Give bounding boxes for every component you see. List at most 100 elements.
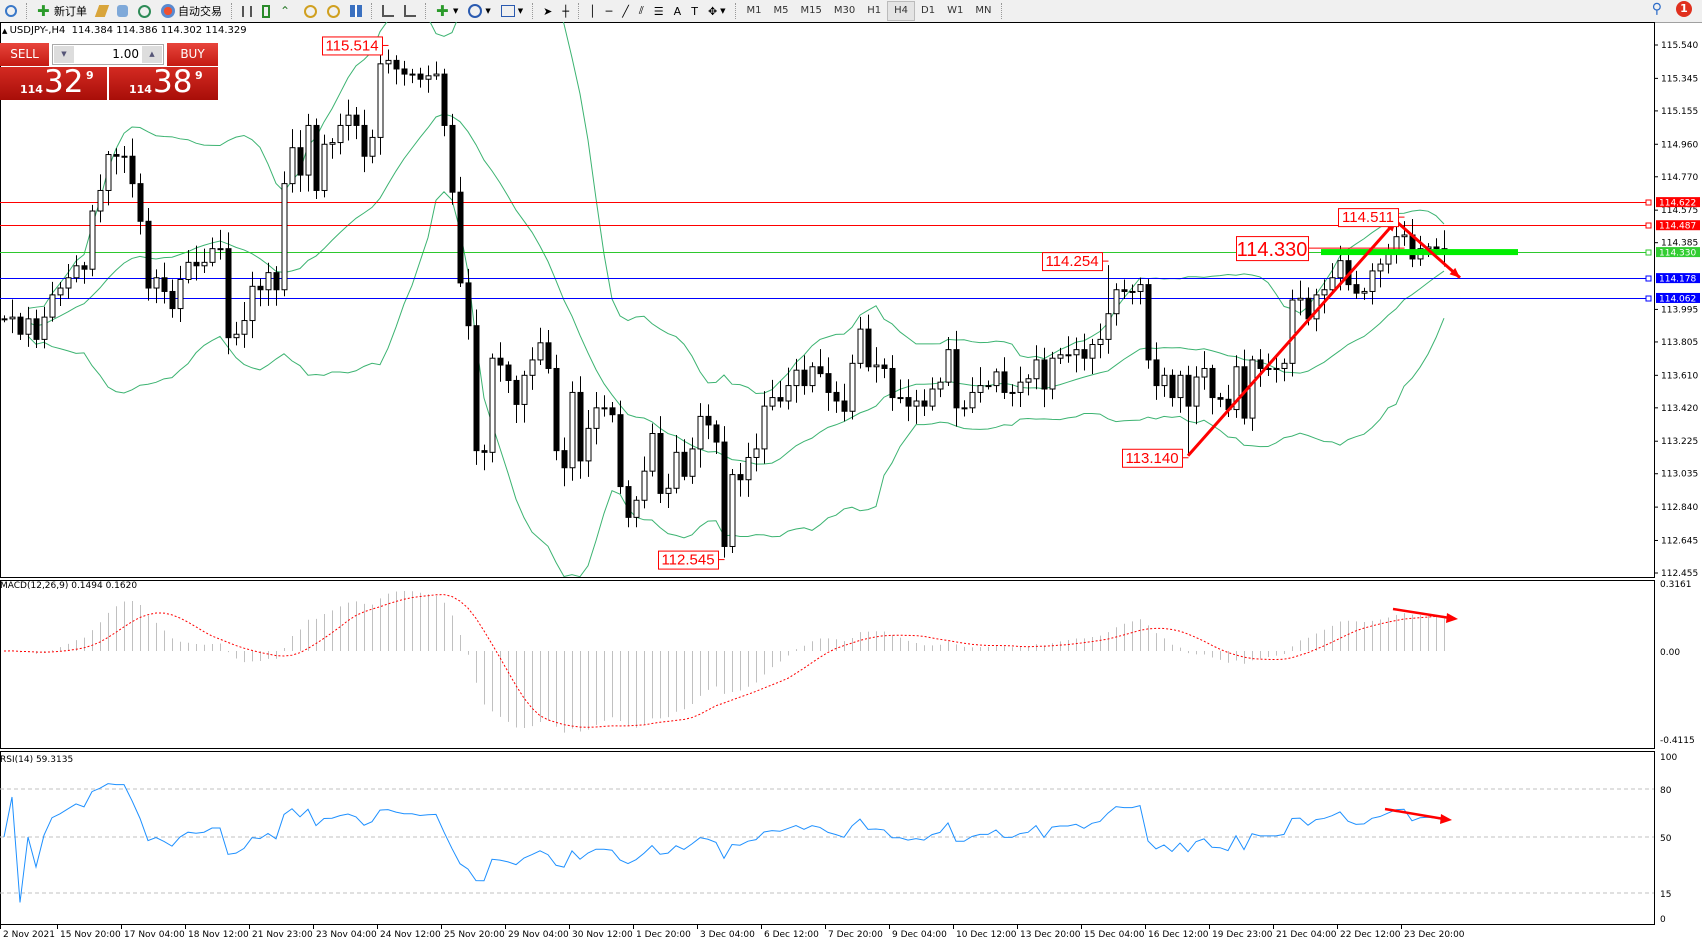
candle-bullish <box>1057 354 1064 359</box>
candle-bullish <box>233 333 240 339</box>
new-order-button[interactable]: ✚ 新订单 <box>32 1 92 21</box>
price-label-box <box>322 36 383 56</box>
mailbox-button[interactable] <box>112 1 133 21</box>
lot-decrease-icon[interactable]: ▼ <box>54 46 74 63</box>
lot-size-value[interactable]: 1.00 <box>112 47 139 61</box>
vertical-line-icon: │ <box>589 4 596 18</box>
candle-bearish <box>705 415 712 426</box>
buy-button[interactable]: BUY <box>167 43 218 66</box>
toolbar-separator <box>371 3 373 19</box>
timeframe-mn[interactable]: MN <box>975 5 992 16</box>
vertical-line-tool[interactable]: │ <box>584 1 601 21</box>
notification-badge[interactable]: 1 <box>1676 1 1692 17</box>
candlestick-button[interactable] <box>257 1 275 21</box>
candle-bearish <box>817 366 824 375</box>
price-label: 115.514 <box>325 37 378 54</box>
line-handle <box>1645 295 1652 302</box>
zoom-in-button[interactable] <box>299 1 322 21</box>
indicators-button[interactable]: ✚ ▼ <box>431 1 463 21</box>
price-tag: 114.487 <box>1659 222 1696 232</box>
cursor-tool[interactable]: ➤ <box>538 1 557 21</box>
magnifier-icon <box>5 5 17 17</box>
chart-shift-button[interactable] <box>399 1 421 21</box>
candle-bullish <box>329 142 336 145</box>
zoom-tool-button[interactable] <box>0 1 22 21</box>
bar-chart-button[interactable] <box>237 1 257 21</box>
toolbar-separator <box>734 3 737 19</box>
candle-bullish <box>521 374 528 405</box>
candle-bullish <box>249 285 256 322</box>
text-label-icon: T <box>691 4 698 18</box>
candle-bullish <box>433 73 440 77</box>
sell-price[interactable]: 114 32 9 <box>0 64 107 100</box>
candle-bullish <box>377 63 384 138</box>
signal-icon <box>138 4 151 18</box>
lot-increase-icon[interactable]: ▲ <box>142 46 162 63</box>
candle-bullish <box>849 362 856 412</box>
price-label-box <box>1042 252 1103 272</box>
candle-bearish <box>1209 367 1216 399</box>
line-chart-button[interactable]: ⌃ <box>275 1 299 21</box>
timeframe-w1[interactable]: W1 <box>947 5 964 16</box>
timeframe-m5[interactable]: M5 <box>773 5 789 16</box>
line-handle <box>1645 249 1652 256</box>
candle-bullish <box>585 427 592 462</box>
price-label-box <box>1122 448 1183 468</box>
trendline-tool[interactable]: ╱ <box>617 1 634 21</box>
candle-bearish <box>953 349 960 409</box>
price-label-box <box>1236 236 1309 262</box>
candle-bullish <box>409 73 416 76</box>
candle-bullish <box>209 248 216 263</box>
candle-bullish <box>1201 367 1208 378</box>
buy-price[interactable]: 114 38 9 <box>109 64 218 100</box>
zoom-out-button[interactable] <box>322 1 345 21</box>
date-label: 19 Dec 23:00 <box>1212 930 1273 940</box>
price-tag-bg <box>1656 197 1700 208</box>
candle-bullish <box>1105 313 1112 340</box>
candle-bullish <box>753 448 760 458</box>
templates-button[interactable]: ▼ <box>496 1 528 21</box>
search-icon[interactable]: ⚲ <box>1651 1 1662 17</box>
timeframe-m1[interactable]: M1 <box>746 5 762 16</box>
lot-size-field[interactable]: ▼ 1.00 ▲ <box>52 44 164 65</box>
timeframe-h1[interactable]: H1 <box>867 5 882 16</box>
collapse-triangle-icon[interactable]: ▲ <box>2 27 10 35</box>
buy-price-pip: 9 <box>195 69 203 82</box>
price-tag: 114.622 <box>1659 199 1696 209</box>
auto-trading-button[interactable]: 自动交易 <box>156 1 227 21</box>
candle-bullish <box>1289 299 1296 364</box>
timeframe-d1[interactable]: D1 <box>921 5 936 16</box>
trend-arrow-line <box>1186 220 1398 457</box>
periods-button[interactable]: ▼ <box>463 1 495 21</box>
rsi-arrow-line <box>1384 807 1445 821</box>
sell-button[interactable]: SELL <box>0 43 49 66</box>
macd-axis-label: 0.3161 <box>1660 580 1692 590</box>
arrows-tool[interactable]: ✥ ▼ <box>703 1 731 21</box>
equidistant-channel-tool[interactable]: ⫽ <box>634 1 649 21</box>
crosshair-tool[interactable]: ┼ <box>557 1 574 21</box>
horizontal-line-tool[interactable]: ─ <box>601 1 618 21</box>
price-tick-label: 113.225 <box>1661 437 1698 447</box>
timeframe-m30[interactable]: M30 <box>833 5 856 16</box>
timeframe-m15[interactable]: M15 <box>800 5 822 16</box>
date-label: 2 Nov 2021 <box>3 930 55 940</box>
candle-bearish <box>625 486 632 518</box>
timeframe-h4[interactable]: H4 <box>887 1 916 21</box>
trendline-icon: ╱ <box>622 4 629 18</box>
tile-windows-button[interactable] <box>345 1 367 21</box>
price-label: 112.545 <box>661 552 714 569</box>
dropdown-icon: ▼ <box>720 7 726 15</box>
fibonacci-tool[interactable]: ☰ <box>649 1 669 21</box>
candle-bearish <box>297 147 304 176</box>
rsi-axis-label: 100 <box>1660 753 1677 763</box>
text-tool[interactable]: A <box>669 1 687 21</box>
channel-icon: ⫽ <box>638 4 644 17</box>
candle-bearish <box>833 391 840 402</box>
trend-arrow-head <box>1449 267 1460 278</box>
signals-button[interactable] <box>133 1 156 21</box>
text-label-tool[interactable]: T <box>686 1 703 21</box>
autoscroll-button[interactable] <box>377 1 399 21</box>
candle-bearish <box>393 59 400 70</box>
macd-plot <box>3 590 1445 733</box>
